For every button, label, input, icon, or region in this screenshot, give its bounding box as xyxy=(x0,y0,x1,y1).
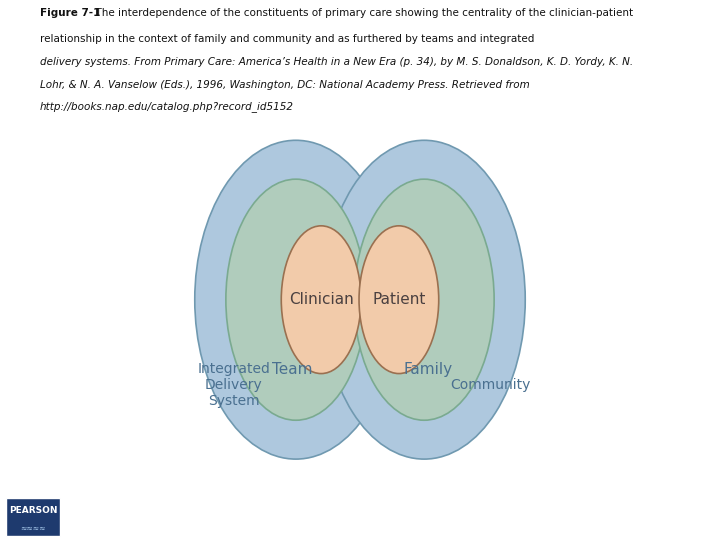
Text: relationship in the context of family and community and as furthered by teams an: relationship in the context of family an… xyxy=(40,33,534,44)
Ellipse shape xyxy=(226,179,366,420)
Text: Figure 7-1: Figure 7-1 xyxy=(40,9,100,18)
Ellipse shape xyxy=(359,226,438,374)
Ellipse shape xyxy=(282,226,361,374)
Text: http://books.nap.edu/catalog.php?record_id5152: http://books.nap.edu/catalog.php?record_… xyxy=(40,101,294,112)
FancyBboxPatch shape xyxy=(6,498,60,536)
Text: PEARSON: PEARSON xyxy=(9,505,58,515)
Text: Clinician: Clinician xyxy=(289,292,354,307)
Text: Audrey Berman • Shirlee Snyder: Audrey Berman • Shirlee Snyder xyxy=(76,522,217,531)
Text: Patient: Patient xyxy=(372,292,426,307)
Text: Family: Family xyxy=(403,362,453,377)
Text: ≈≈≈≈: ≈≈≈≈ xyxy=(20,523,46,532)
Text: Kozier & Erb’s Fundamentals of Nursing: Concepts, Process, and Practice, Ninth E: Kozier & Erb’s Fundamentals of Nursing: … xyxy=(76,503,451,512)
Ellipse shape xyxy=(354,179,494,420)
Text: All rights reserved.: All rights reserved. xyxy=(624,522,706,531)
Ellipse shape xyxy=(323,140,526,459)
Text: Integrated
Delivery
System: Integrated Delivery System xyxy=(197,362,270,408)
Text: Team: Team xyxy=(271,362,312,377)
Text: delivery systems. From Primary Care: America’s Health in a New Era (p. 34), by M: delivery systems. From Primary Care: Ame… xyxy=(40,57,633,67)
Text: The interdependence of the constituents of primary care showing the centrality o: The interdependence of the constituents … xyxy=(89,9,633,18)
Text: Community: Community xyxy=(450,378,531,392)
Text: Lohr, & N. A. Vanselow (Eds.), 1996, Washington, DC: National Academy Press. Ret: Lohr, & N. A. Vanselow (Eds.), 1996, Was… xyxy=(40,80,529,90)
Ellipse shape xyxy=(194,140,397,459)
Text: Copyright ©2012 by Pearson Education, Inc.: Copyright ©2012 by Pearson Education, In… xyxy=(513,503,706,512)
